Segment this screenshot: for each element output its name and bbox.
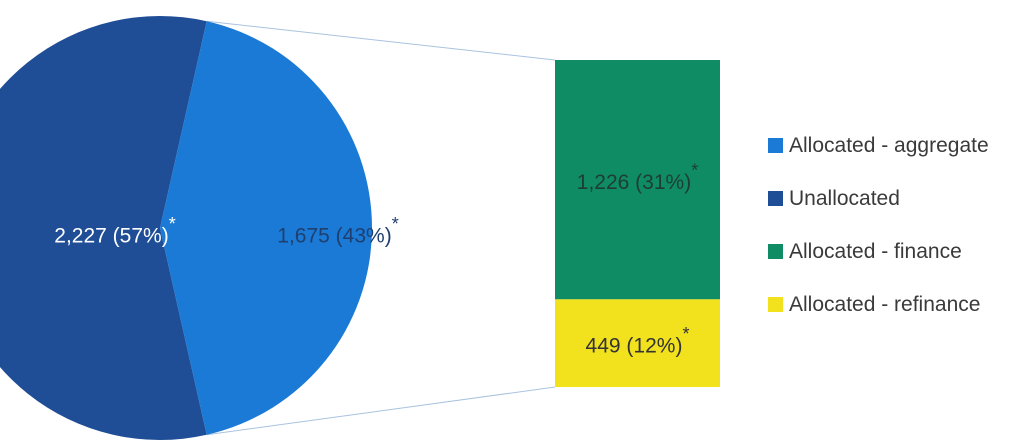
breakdown-bar <box>555 60 720 387</box>
legend-swatch <box>768 191 783 206</box>
legend-label: Allocated - finance <box>789 239 962 263</box>
legend-swatch <box>768 244 783 259</box>
legend-item-finance: Allocated - finance <box>768 236 989 267</box>
connector-line-top <box>206 20 556 61</box>
legend: Allocated - aggregate Unallocated Alloca… <box>768 130 989 342</box>
bar-segment-finance <box>555 60 720 300</box>
legend-item-unallocated: Unallocated <box>768 183 989 214</box>
legend-label: Allocated - aggregate <box>789 133 989 157</box>
legend-swatch <box>768 297 783 312</box>
pie-slice-allocated-aggregate <box>160 21 372 435</box>
legend-swatch <box>768 138 783 153</box>
legend-label: Unallocated <box>789 186 900 210</box>
connector-line-bottom <box>206 386 556 436</box>
legend-label: Allocated - refinance <box>789 292 981 316</box>
connector-lines <box>206 20 556 436</box>
bar-segment-refinance <box>555 299 720 387</box>
legend-item-refinance: Allocated - refinance <box>768 289 989 320</box>
pie-slice-unallocated <box>0 16 207 440</box>
pie <box>0 16 372 440</box>
legend-item-aggregate: Allocated - aggregate <box>768 130 989 161</box>
